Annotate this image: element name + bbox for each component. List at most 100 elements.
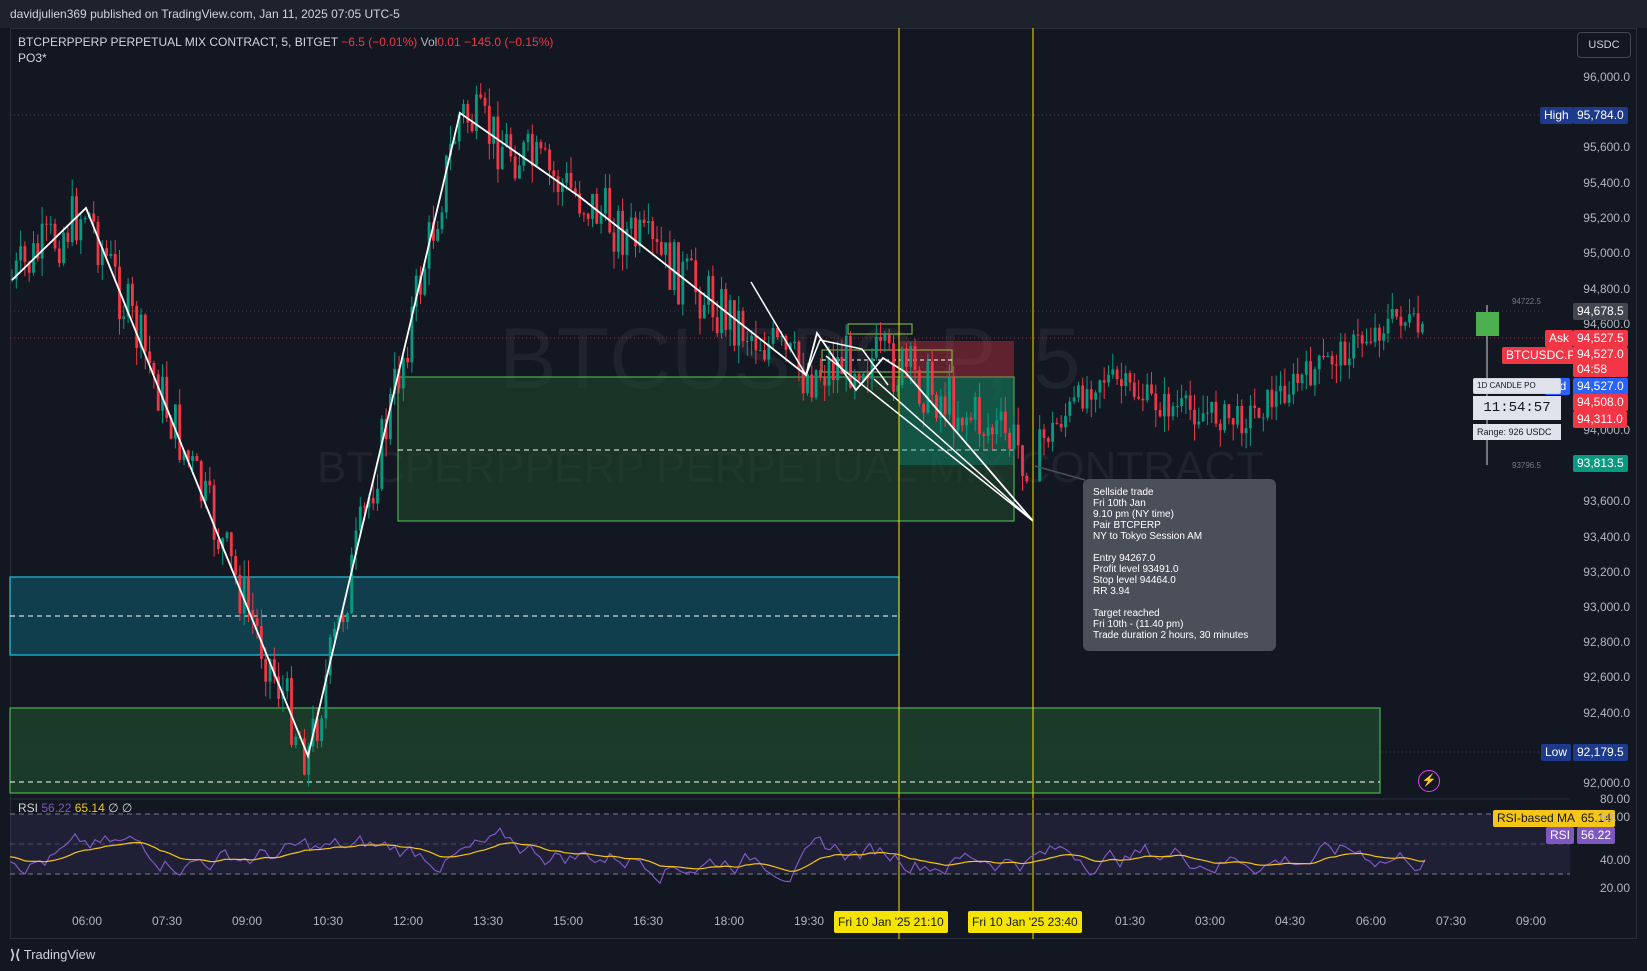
indicator-name[interactable]: PO3* [18, 51, 47, 65]
candle-body [40, 223, 44, 259]
candle-body [737, 310, 741, 346]
candle-body [1197, 421, 1201, 425]
candle-timer-widget[interactable]: 1D CANDLE PO 11:54:57 Range: 926 USDC [1473, 378, 1561, 444]
candle-body [874, 336, 878, 358]
lightning-icon[interactable]: ⚡ [1418, 770, 1440, 792]
candle-body [1098, 380, 1102, 393]
rsi-label[interactable]: RSI [18, 801, 39, 815]
trend-line-2[interactable] [873, 378, 1034, 522]
ask-label: Ask [1545, 330, 1574, 347]
candle-body [965, 417, 968, 426]
candle-body [1326, 355, 1330, 358]
tradingview-logo-icon[interactable]: ⟩⟨ [10, 947, 24, 962]
candle-body [595, 193, 599, 224]
candle-body [466, 103, 470, 123]
time-tick: 19:30 [793, 914, 825, 928]
candle-body [530, 134, 534, 166]
candle-body [659, 242, 663, 255]
candle-body [36, 243, 40, 259]
candle-body [148, 351, 151, 363]
candle-body [1296, 373, 1300, 383]
candle-body [711, 276, 715, 318]
candle-body [831, 357, 835, 380]
candle-body [251, 610, 255, 619]
candle-body [668, 242, 672, 290]
candle-body [208, 480, 212, 486]
time-marker-2: Fri 10 Jan '25 23:40 [968, 911, 1082, 933]
green-zone-mid[interactable] [397, 376, 1015, 522]
candle-body [1330, 355, 1334, 365]
candle-body [509, 134, 513, 157]
candle-body [647, 221, 650, 223]
zigzag-line[interactable] [11, 111, 1034, 759]
candle-body [66, 232, 70, 242]
symbol-title[interactable]: BTCPERPPERP PERPETUAL MIX CONTRACT, 5, B… [18, 35, 338, 49]
candle-timer-clock: 11:54:57 [1473, 396, 1561, 420]
candle-body [526, 134, 530, 143]
candle-body [1322, 355, 1325, 358]
trade-note[interactable]: Sellside trade Fri 10th Jan 9.10 pm (NY … [1083, 479, 1276, 651]
candle-body [122, 316, 126, 320]
candle-body [969, 417, 973, 420]
candle-body [896, 385, 900, 392]
trend-line[interactable] [825, 355, 1034, 522]
rsi-legend[interactable]: RSI 56.22 65.14 ∅ ∅ [18, 801, 132, 815]
candle-body [92, 213, 96, 222]
chart-legend[interactable]: BTCPERPPERP PERPETUAL MIX CONTRACT, 5, B… [18, 34, 553, 66]
candle-body [698, 291, 702, 319]
candle-body [1360, 335, 1364, 344]
brand-name[interactable]: TradingView [23, 947, 96, 962]
candle-body [470, 122, 474, 132]
candle-body [556, 176, 560, 192]
price-tick: 93,000.0 [1583, 600, 1630, 614]
candle-body [479, 94, 483, 98]
candle-body [750, 335, 753, 341]
candle-body [320, 718, 323, 742]
candle-body [1046, 438, 1050, 442]
candle-body [836, 357, 839, 380]
time-tick: 01:30 [1114, 914, 1146, 928]
candle-body [307, 746, 311, 775]
candle-body [840, 357, 844, 375]
daily-candle [1476, 312, 1499, 336]
candle-body [1292, 373, 1295, 395]
zigzag-line-2[interactable] [750, 281, 889, 386]
candle-body [1206, 412, 1209, 414]
candle-body [827, 357, 831, 386]
candle-body [952, 377, 956, 431]
candle-body [930, 361, 934, 395]
currency-button[interactable]: USDC [1577, 32, 1631, 58]
candle-body [303, 738, 306, 775]
candle-body [174, 404, 177, 439]
candle-body [604, 188, 607, 214]
candle-body [900, 348, 904, 386]
candle-body [758, 350, 762, 352]
candle-body [380, 418, 384, 489]
candle-body [143, 314, 147, 352]
range-high-note: 94722.5 [1512, 297, 1541, 306]
candle-body [1399, 316, 1403, 326]
candle-body [1171, 406, 1175, 417]
candle-body [745, 340, 749, 342]
candle-body [702, 304, 706, 319]
candle-body [672, 242, 676, 290]
small-box-1 [847, 323, 913, 335]
time-tick: 18:00 [713, 914, 745, 928]
candle-body [367, 497, 371, 508]
candle-body [1287, 394, 1291, 403]
candle-body [333, 628, 336, 638]
candle-body [1184, 395, 1188, 399]
candle-body [294, 736, 298, 745]
candle-body [165, 376, 169, 418]
candle-body [131, 283, 134, 306]
candle-body [1313, 369, 1317, 386]
candle-body [999, 411, 1003, 421]
candle-body [169, 417, 173, 439]
candle-body [500, 146, 504, 170]
candle-body [328, 637, 332, 676]
candle-body [973, 397, 977, 420]
price-tick: 95,000.0 [1583, 246, 1630, 260]
green-zone-low[interactable] [9, 707, 1381, 794]
candle-body [1120, 379, 1123, 387]
